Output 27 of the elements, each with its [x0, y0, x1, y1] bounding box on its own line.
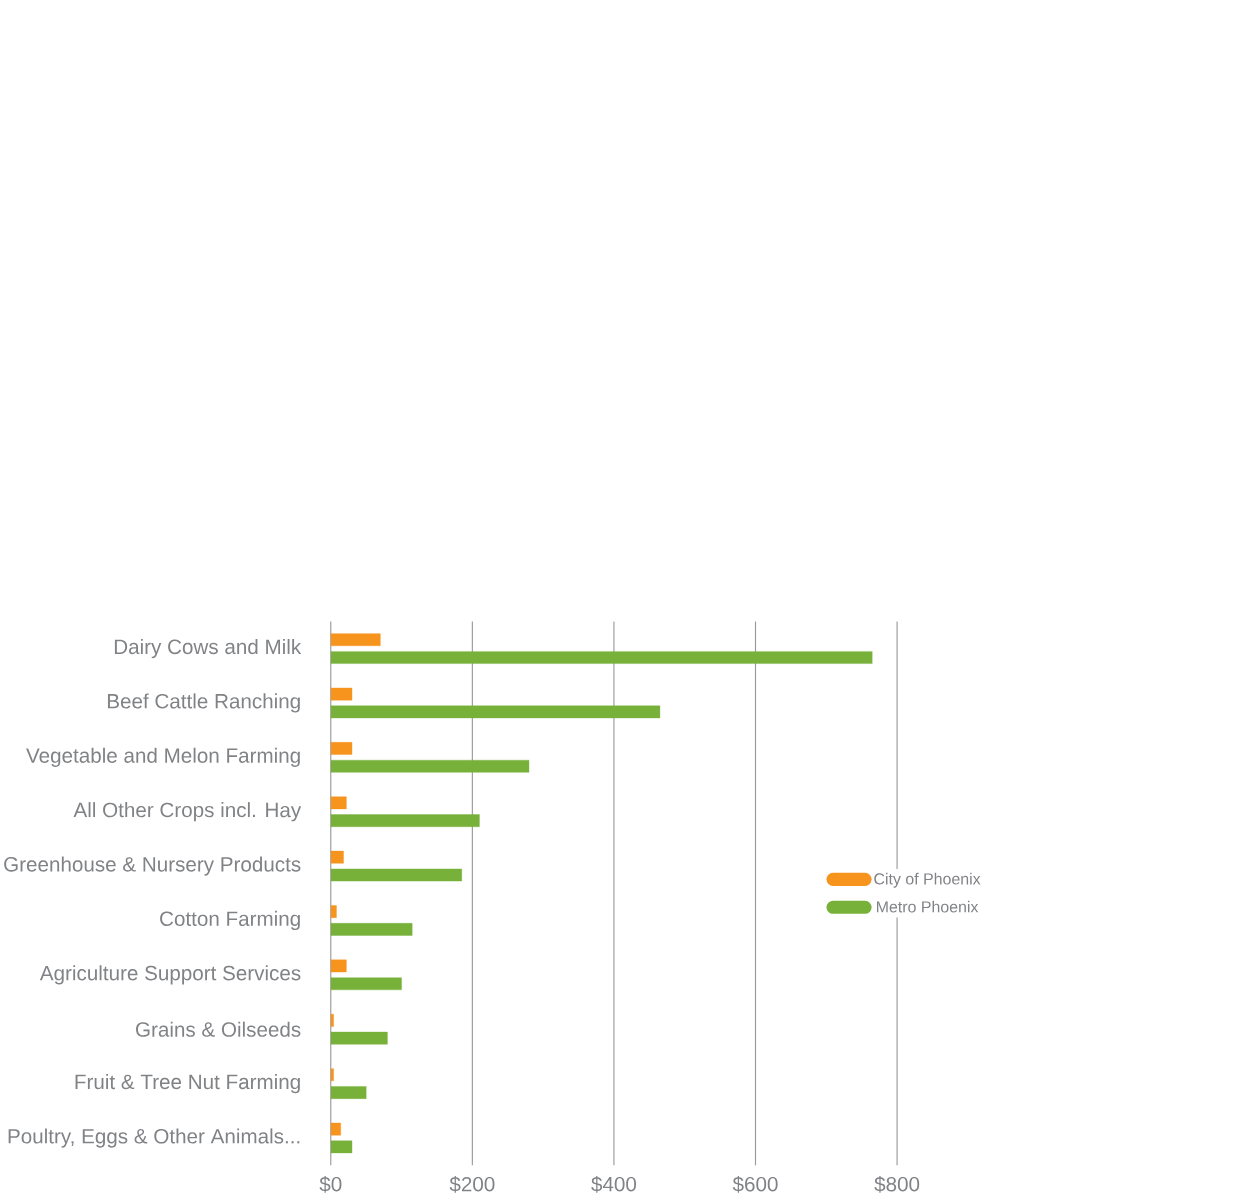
- bar: [330, 1014, 334, 1027]
- bar: [330, 633, 381, 647]
- bar: [330, 959, 347, 973]
- y-tick-label: Beef Cattle Ranching: [107, 693, 300, 713]
- bar: [330, 905, 337, 918]
- bar: [330, 796, 347, 810]
- y-tick-label: All Other Crops incl. Hay: [73, 802, 302, 822]
- y-tick-label: Vegetable and Melon Farming: [26, 747, 300, 768]
- y-tick-label: Grains & Oilseeds: [136, 1021, 301, 1037]
- x-tick-label: $800: [874, 1176, 920, 1193]
- y-tick-label: Cotton Farming: [160, 910, 300, 931]
- y-tick-label: Greenhouse & Nursery Products: [4, 856, 301, 876]
- x-tick-label: $0: [319, 1176, 342, 1193]
- bar: [330, 851, 344, 864]
- bar: [330, 687, 353, 701]
- bar: [330, 742, 353, 755]
- legend-label: City of Phoenix: [874, 872, 981, 888]
- y-tick-label: Dairy Cows and Milk: [114, 639, 302, 659]
- y-tick-label: Fruit & Tree Nut Farming: [75, 1074, 300, 1094]
- bar: [330, 1068, 334, 1082]
- x-tick-label: $200: [449, 1176, 495, 1193]
- bar: [330, 1122, 341, 1136]
- x-tick-label: $600: [732, 1176, 778, 1193]
- y-tick-label: Agriculture Support Services: [39, 965, 301, 985]
- x-tick-label: $400: [591, 1176, 637, 1193]
- legend-label: Metro Phoenix: [876, 900, 979, 913]
- y-tick-label: Poultry, Eggs & Other Animals...: [8, 1128, 300, 1148]
